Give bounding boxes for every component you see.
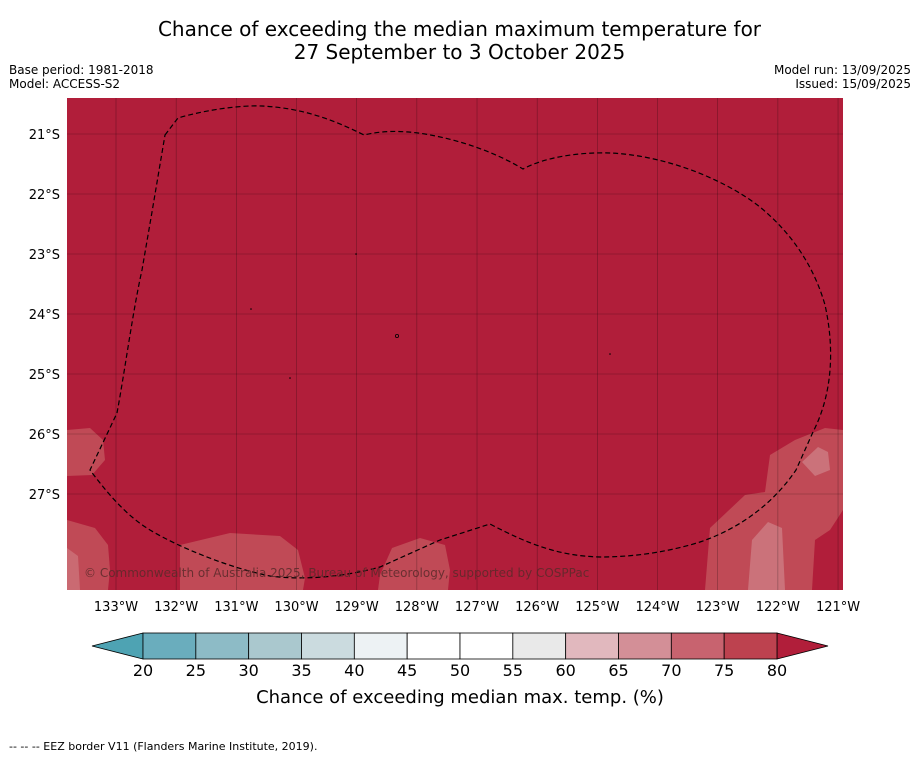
colorbar-cell [301, 632, 355, 660]
longitude-label: 133°W [94, 600, 138, 615]
copyright-text: © Commonwealth of Australia 2025, Bureau… [84, 566, 589, 580]
shading-patch-west [67, 428, 105, 476]
graticule [67, 98, 843, 590]
colorbar-cell [512, 632, 567, 660]
colorbar-cell [248, 632, 302, 660]
colorbar-cell [142, 632, 197, 660]
colorbar-cell [353, 632, 408, 660]
island-mark [289, 377, 291, 379]
meta-left: Base period: 1981-2018 Model: ACCESS-S2 [9, 63, 154, 91]
longitude-label: 130°W [274, 600, 318, 615]
latitude-labels: 21°S 22°S 23°S 24°S 25°S 26°S 27°S [29, 128, 60, 503]
longitude-label: 123°W [696, 600, 740, 615]
latitude-label: 26°S [29, 428, 60, 443]
colorbar-tick-label: 60 [555, 661, 575, 680]
longitude-label: 127°W [455, 600, 499, 615]
colorbar-tick-label: 65 [608, 661, 628, 680]
longitude-label: 129°W [335, 600, 379, 615]
island-mark [609, 353, 611, 355]
model-text: Model: ACCESS-S2 [9, 77, 121, 91]
latitude-label: 22°S [29, 188, 60, 203]
longitude-label: 128°W [395, 600, 439, 615]
colorbar-cell [670, 632, 725, 660]
colorbar-low-extension [91, 632, 144, 660]
colorbar-tick-labels: 20 25 30 35 40 45 50 55 60 65 70 75 80 [133, 661, 787, 680]
longitude-label: 122°W [756, 600, 800, 615]
longitude-labels: 133°W 132°W 131°W 130°W 129°W 128°W 127°W 126°W… [94, 600, 860, 615]
colorbar-cell [618, 632, 672, 660]
colorbar-cell [723, 632, 778, 660]
longitude-label: 131°W [214, 600, 258, 615]
shading-patch-southwest-inner [67, 548, 80, 590]
longitude-label: 126°W [515, 600, 559, 615]
eez-footnote: -- -- -- EEZ border V11 (Flanders Marine… [9, 740, 318, 753]
island-marks [250, 253, 611, 379]
meta-right: Model run: 13/09/2025 Issued: 15/09/2025 [774, 63, 911, 91]
shading-patch-south-central [180, 533, 305, 590]
longitude-label: 132°W [154, 600, 198, 615]
longitude-label: 121°W [816, 600, 860, 615]
shading-patches [67, 428, 843, 590]
latitude-label: 25°S [29, 368, 60, 383]
latitude-label: 21°S [29, 128, 60, 143]
colorbar-high-extension [776, 632, 829, 660]
colorbar-cells [142, 632, 778, 660]
latitude-label: 27°S [29, 488, 60, 503]
colorbar-tick-label: 30 [238, 661, 258, 680]
island-mark [355, 253, 357, 255]
colorbar-tick-label: 25 [186, 661, 206, 680]
island-mark [250, 308, 252, 310]
issued-text: Issued: 15/09/2025 [795, 77, 911, 91]
colorbar-tick-label: 70 [661, 661, 681, 680]
eez-border [89, 105, 832, 579]
longitude-label: 124°W [635, 600, 679, 615]
colorbar-tick-label: 75 [714, 661, 734, 680]
map-panel: © Commonwealth of Australia 2025, Bureau… [29, 98, 860, 615]
colorbar-cell [565, 632, 619, 660]
base-period-text: Base period: 1981-2018 [9, 63, 154, 77]
colorbar-tick-label: 35 [291, 661, 311, 680]
island-mark [394, 333, 399, 338]
map-title: Chance of exceeding the median maximum t… [0, 18, 919, 64]
model-run-text: Model run: 13/09/2025 [773, 63, 911, 77]
map-background [67, 98, 843, 590]
latitude-label: 23°S [29, 248, 60, 263]
colorbar-tick-label: 40 [344, 661, 364, 680]
colorbar-tick-label: 80 [767, 661, 787, 680]
colorbar-cell [406, 632, 461, 660]
colorbar-tick-label: 45 [397, 661, 417, 680]
latitude-label: 24°S [29, 308, 60, 323]
shading-patch-east-inner [802, 447, 830, 476]
colorbar-tick-label: 55 [503, 661, 523, 680]
colorbar-tick-label: 50 [450, 661, 470, 680]
longitude-label: 125°W [575, 600, 619, 615]
colorbar-cell [195, 632, 250, 660]
title-line-2: 27 September to 3 October 2025 [293, 40, 626, 64]
colorbar-cell [459, 632, 514, 660]
title-line-1: Chance of exceeding the median maximum t… [157, 17, 762, 41]
colorbar-label: Chance of exceeding median max. temp. (%… [256, 687, 664, 708]
shading-patch-southeast-inner [748, 522, 785, 590]
colorbar: 20 25 30 35 40 45 50 55 60 65 70 75 80 Chance of exc… [91, 632, 829, 708]
shading-patch-south [378, 538, 450, 590]
colorbar-tick-label: 20 [133, 661, 153, 680]
